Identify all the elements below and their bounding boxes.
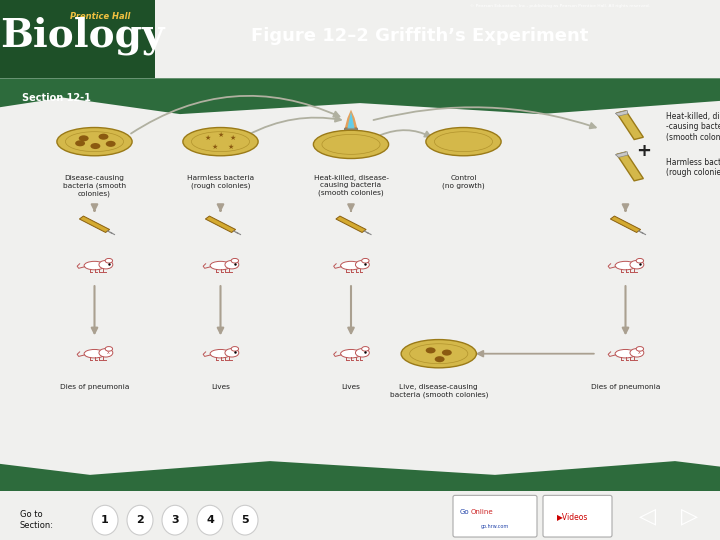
Text: Online: Online bbox=[471, 509, 494, 515]
Circle shape bbox=[105, 259, 112, 263]
Text: ★: ★ bbox=[211, 144, 217, 150]
Text: Heat-killed, disease-
causing bacteria
(smooth colonies): Heat-killed, disease- causing bacteria (… bbox=[313, 175, 389, 196]
Text: ◁: ◁ bbox=[639, 506, 657, 526]
Ellipse shape bbox=[232, 505, 258, 535]
Text: go.hrw.com: go.hrw.com bbox=[481, 524, 509, 529]
Polygon shape bbox=[616, 111, 644, 139]
Polygon shape bbox=[616, 152, 628, 157]
Polygon shape bbox=[616, 110, 628, 116]
Circle shape bbox=[231, 347, 238, 351]
Text: Disease-causing
bacteria (smooth
colonies): Disease-causing bacteria (smooth colonie… bbox=[63, 175, 126, 197]
Text: x: x bbox=[637, 350, 640, 355]
Ellipse shape bbox=[84, 349, 105, 358]
Text: ▶Videos: ▶Videos bbox=[557, 512, 588, 521]
PathPatch shape bbox=[0, 458, 720, 491]
Circle shape bbox=[78, 136, 89, 141]
Text: Figure 12–2 Griffith’s Experiment: Figure 12–2 Griffith’s Experiment bbox=[251, 27, 589, 45]
Text: ★: ★ bbox=[228, 144, 233, 150]
Text: © Pearson Education, Inc., publishing as Pearson Prentice Hall. All rights reser: © Pearson Education, Inc., publishing as… bbox=[470, 4, 650, 8]
Polygon shape bbox=[611, 216, 641, 232]
Text: +: + bbox=[636, 142, 651, 160]
Polygon shape bbox=[345, 110, 357, 129]
Circle shape bbox=[99, 260, 113, 269]
Ellipse shape bbox=[426, 127, 501, 156]
Circle shape bbox=[91, 143, 100, 149]
Circle shape bbox=[442, 349, 452, 356]
Ellipse shape bbox=[615, 349, 636, 358]
Circle shape bbox=[426, 347, 436, 353]
Text: Dies of pneumonia: Dies of pneumonia bbox=[591, 384, 660, 390]
FancyBboxPatch shape bbox=[345, 128, 357, 139]
Text: ▷: ▷ bbox=[681, 506, 698, 526]
Ellipse shape bbox=[162, 505, 188, 535]
Text: Live, disease-causing
bacteria (smooth colonies): Live, disease-causing bacteria (smooth c… bbox=[390, 384, 488, 398]
Circle shape bbox=[231, 259, 238, 263]
Text: Control
(no growth): Control (no growth) bbox=[442, 175, 485, 188]
Text: Prentice Hall: Prentice Hall bbox=[70, 12, 130, 21]
Ellipse shape bbox=[84, 261, 105, 270]
Text: Go to
Section:: Go to Section: bbox=[20, 510, 54, 530]
Text: Biology: Biology bbox=[0, 17, 164, 56]
Circle shape bbox=[99, 134, 109, 140]
Ellipse shape bbox=[313, 130, 389, 159]
Circle shape bbox=[630, 348, 644, 357]
Circle shape bbox=[225, 260, 239, 269]
Text: Harmless bacteria
(rough colonies): Harmless bacteria (rough colonies) bbox=[666, 158, 720, 177]
Text: 4: 4 bbox=[206, 515, 214, 525]
Ellipse shape bbox=[210, 261, 231, 270]
Ellipse shape bbox=[127, 505, 153, 535]
Circle shape bbox=[636, 347, 644, 351]
Circle shape bbox=[105, 347, 112, 351]
Text: ★: ★ bbox=[230, 135, 236, 141]
Circle shape bbox=[630, 260, 644, 269]
Ellipse shape bbox=[57, 127, 132, 156]
FancyBboxPatch shape bbox=[543, 495, 612, 537]
Text: 3: 3 bbox=[171, 515, 179, 525]
Circle shape bbox=[636, 259, 644, 263]
Text: Harmless bacteria
(rough colonies): Harmless bacteria (rough colonies) bbox=[187, 175, 254, 188]
Text: 2: 2 bbox=[136, 515, 144, 525]
PathPatch shape bbox=[0, 78, 720, 114]
Polygon shape bbox=[616, 152, 644, 181]
Circle shape bbox=[99, 348, 113, 357]
Ellipse shape bbox=[341, 261, 361, 270]
Ellipse shape bbox=[615, 261, 636, 270]
Text: ★: ★ bbox=[204, 136, 211, 141]
Ellipse shape bbox=[341, 349, 361, 358]
Text: Section 12-1: Section 12-1 bbox=[22, 92, 91, 103]
Circle shape bbox=[435, 356, 444, 362]
Circle shape bbox=[75, 140, 85, 146]
Polygon shape bbox=[79, 216, 109, 232]
Ellipse shape bbox=[401, 340, 477, 368]
Ellipse shape bbox=[85, 355, 104, 358]
Circle shape bbox=[361, 347, 369, 351]
Text: Dies of pneumonia: Dies of pneumonia bbox=[60, 384, 129, 390]
PathPatch shape bbox=[0, 491, 720, 505]
Polygon shape bbox=[347, 112, 355, 129]
Ellipse shape bbox=[210, 349, 231, 358]
Polygon shape bbox=[205, 216, 235, 232]
Text: 5: 5 bbox=[241, 515, 249, 525]
Circle shape bbox=[106, 141, 116, 147]
Circle shape bbox=[225, 348, 239, 357]
Text: Lives: Lives bbox=[211, 384, 230, 390]
FancyBboxPatch shape bbox=[453, 495, 537, 537]
Text: 1: 1 bbox=[101, 515, 109, 525]
Ellipse shape bbox=[616, 355, 635, 358]
Circle shape bbox=[361, 259, 369, 263]
Text: Go: Go bbox=[460, 509, 469, 515]
Polygon shape bbox=[336, 216, 366, 232]
Text: Lives: Lives bbox=[341, 384, 361, 390]
Circle shape bbox=[356, 260, 369, 269]
Ellipse shape bbox=[197, 505, 223, 535]
Circle shape bbox=[356, 348, 369, 357]
Text: x: x bbox=[107, 350, 109, 355]
Text: ★: ★ bbox=[217, 132, 224, 138]
Ellipse shape bbox=[183, 127, 258, 156]
FancyBboxPatch shape bbox=[0, 0, 155, 78]
Ellipse shape bbox=[92, 505, 118, 535]
Text: Heat-killed, disease
-causing bacteria
(smooth colonies): Heat-killed, disease -causing bacteria (… bbox=[666, 112, 720, 141]
